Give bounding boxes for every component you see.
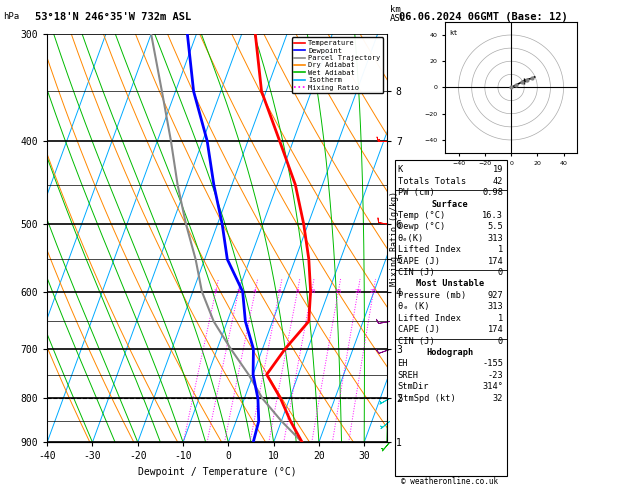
Text: 313: 313 — [487, 234, 503, 243]
Text: ASL: ASL — [390, 14, 406, 23]
Text: 19: 19 — [493, 165, 503, 174]
Text: EH: EH — [398, 360, 408, 368]
Text: 927: 927 — [487, 291, 503, 300]
Text: 5.5: 5.5 — [487, 222, 503, 231]
Text: SREH: SREH — [398, 371, 418, 380]
Text: StmSpd (kt): StmSpd (kt) — [398, 394, 455, 403]
Text: 10: 10 — [308, 289, 315, 294]
Text: K: K — [398, 165, 403, 174]
Text: Lifted Index: Lifted Index — [398, 314, 460, 323]
Text: CAPE (J): CAPE (J) — [398, 325, 440, 334]
Text: 3: 3 — [237, 289, 240, 294]
Text: 1: 1 — [498, 314, 503, 323]
Text: Dewp (°C): Dewp (°C) — [398, 222, 445, 231]
Text: PW (cm): PW (cm) — [398, 188, 434, 197]
X-axis label: Dewpoint / Temperature (°C): Dewpoint / Temperature (°C) — [138, 467, 296, 477]
Text: km: km — [390, 5, 401, 14]
Text: 32: 32 — [493, 394, 503, 403]
Text: CIN (J): CIN (J) — [398, 268, 434, 277]
Text: Pressure (mb): Pressure (mb) — [398, 291, 466, 300]
Text: 16.3: 16.3 — [482, 211, 503, 220]
Text: 20: 20 — [354, 289, 362, 294]
Text: 53°18'N 246°35'W 732m ASL: 53°18'N 246°35'W 732m ASL — [35, 12, 191, 22]
Text: kt: kt — [449, 30, 458, 36]
Text: Hodograph: Hodograph — [426, 348, 474, 357]
Text: Surface: Surface — [431, 199, 468, 208]
Text: θₑ (K): θₑ (K) — [398, 302, 429, 312]
Text: 8: 8 — [296, 289, 299, 294]
Text: θₑ(K): θₑ(K) — [398, 234, 424, 243]
Text: 25: 25 — [370, 289, 377, 294]
Text: 1: 1 — [498, 245, 503, 254]
Text: 0: 0 — [498, 268, 503, 277]
Text: 0: 0 — [498, 336, 503, 346]
Text: 42: 42 — [493, 176, 503, 186]
Text: Temp (°C): Temp (°C) — [398, 211, 445, 220]
Text: 15: 15 — [335, 289, 342, 294]
Text: 313: 313 — [487, 302, 503, 312]
Text: -23: -23 — [487, 371, 503, 380]
Text: 174: 174 — [487, 325, 503, 334]
Text: 314°: 314° — [482, 382, 503, 391]
Text: CAPE (J): CAPE (J) — [398, 257, 440, 266]
Text: -155: -155 — [482, 360, 503, 368]
Text: 6: 6 — [277, 289, 281, 294]
Text: 06.06.2024 06GMT (Base: 12): 06.06.2024 06GMT (Base: 12) — [399, 12, 568, 22]
Text: 0.98: 0.98 — [482, 188, 503, 197]
Text: 4: 4 — [253, 289, 257, 294]
Legend: Temperature, Dewpoint, Parcel Trajectory, Dry Adiabat, Wet Adiabat, Isotherm, Mi: Temperature, Dewpoint, Parcel Trajectory… — [292, 37, 383, 93]
Text: © weatheronline.co.uk: © weatheronline.co.uk — [401, 477, 498, 486]
Text: CIN (J): CIN (J) — [398, 336, 434, 346]
Text: Mixing Ratio (g/kg): Mixing Ratio (g/kg) — [390, 191, 399, 286]
Text: Totals Totals: Totals Totals — [398, 176, 466, 186]
Text: Lifted Index: Lifted Index — [398, 245, 460, 254]
Text: hPa: hPa — [3, 12, 19, 21]
Text: 174: 174 — [487, 257, 503, 266]
Text: Most Unstable: Most Unstable — [416, 279, 484, 289]
Text: StmDir: StmDir — [398, 382, 429, 391]
Text: 2: 2 — [214, 289, 218, 294]
